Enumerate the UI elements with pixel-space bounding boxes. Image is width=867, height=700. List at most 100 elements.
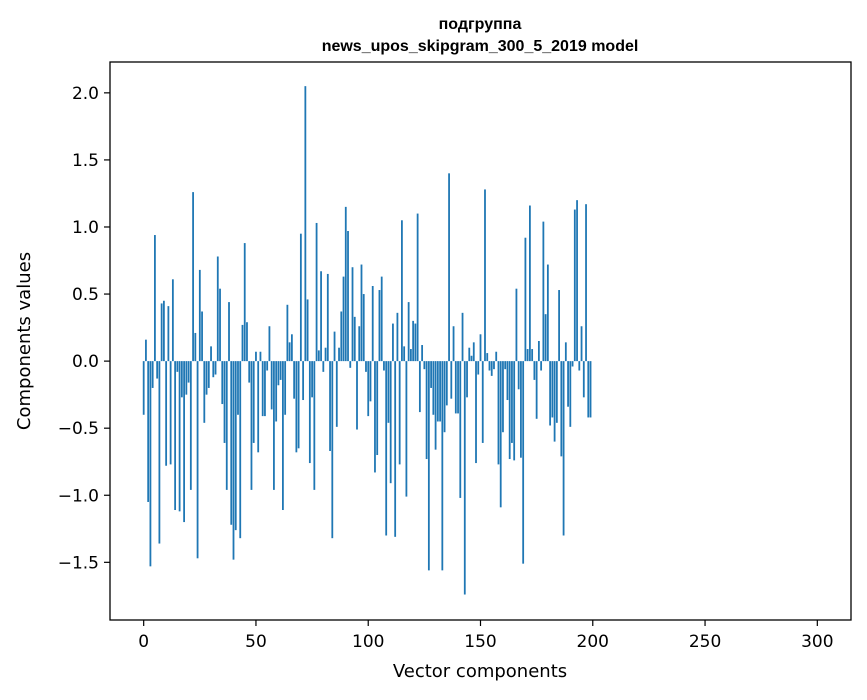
bar-0 bbox=[142, 361, 145, 415]
bar-183 bbox=[553, 361, 556, 442]
bar-34 bbox=[219, 288, 221, 362]
bar-150 bbox=[479, 334, 482, 362]
bar-118 bbox=[407, 302, 410, 362]
bar-61 bbox=[279, 361, 282, 380]
bar-169 bbox=[522, 361, 525, 564]
bar-146 bbox=[470, 355, 473, 362]
bar-173 bbox=[531, 349, 534, 362]
bar-3 bbox=[149, 361, 152, 567]
y-tick-label-2: −0.5 bbox=[58, 419, 99, 439]
bar-196 bbox=[582, 361, 585, 398]
bar-21 bbox=[189, 361, 192, 490]
bar-137 bbox=[450, 361, 453, 399]
bar-163 bbox=[508, 361, 511, 460]
bar-109 bbox=[387, 361, 390, 423]
bar-20 bbox=[187, 361, 190, 383]
bar-186 bbox=[560, 361, 563, 457]
bar-32 bbox=[214, 361, 217, 375]
bar-47 bbox=[248, 361, 251, 383]
bar-83 bbox=[329, 361, 331, 451]
bar-161 bbox=[504, 361, 507, 370]
bar-178 bbox=[542, 221, 545, 362]
bar-124 bbox=[421, 345, 424, 362]
bar-8 bbox=[160, 303, 163, 362]
bar-156 bbox=[493, 361, 495, 370]
x-tick-label-300: 300 bbox=[801, 632, 833, 652]
bar-99 bbox=[365, 361, 367, 372]
bar-4 bbox=[151, 361, 154, 388]
bar-182 bbox=[551, 361, 554, 418]
bar-79 bbox=[320, 271, 322, 362]
bar-76 bbox=[313, 361, 316, 490]
bar-84 bbox=[331, 361, 334, 539]
bar-23 bbox=[194, 332, 197, 362]
bar-155 bbox=[490, 361, 493, 376]
bar-72 bbox=[304, 86, 307, 362]
bar-192 bbox=[573, 209, 576, 362]
bar-26 bbox=[201, 311, 203, 362]
bar-113 bbox=[396, 312, 399, 362]
bar-189 bbox=[567, 361, 569, 407]
bar-62 bbox=[282, 361, 284, 511]
bar-33 bbox=[216, 256, 219, 362]
bar-59 bbox=[275, 361, 278, 422]
bar-195 bbox=[580, 326, 583, 362]
x-tick-label-100: 100 bbox=[352, 632, 384, 652]
y-axis-ticks: −1.5 −1.0 −0.5 0.0 0.5 1.0 1.5 2.0 bbox=[58, 84, 110, 573]
bar-92 bbox=[349, 361, 352, 368]
bar-71 bbox=[302, 361, 305, 401]
x-tick-label-50: 50 bbox=[245, 632, 267, 652]
bar-25 bbox=[198, 269, 201, 362]
bar-64 bbox=[286, 304, 289, 362]
bar-181 bbox=[549, 361, 552, 426]
bar-49 bbox=[252, 361, 255, 443]
bar-11 bbox=[167, 306, 170, 362]
bar-198 bbox=[587, 361, 590, 418]
bar-60 bbox=[277, 361, 280, 386]
bar-94 bbox=[353, 316, 356, 362]
bar-143 bbox=[463, 361, 466, 595]
bar-36 bbox=[223, 361, 226, 443]
bar-57 bbox=[270, 361, 273, 410]
y-tick-label-6: 1.5 bbox=[72, 151, 99, 171]
bar-69 bbox=[297, 361, 300, 449]
bar-132 bbox=[439, 361, 441, 422]
x-tick-label-200: 200 bbox=[577, 632, 609, 652]
bar-164 bbox=[511, 361, 513, 443]
bar-97 bbox=[360, 264, 363, 362]
bar-126 bbox=[425, 361, 428, 460]
bar-180 bbox=[546, 264, 549, 362]
bar-91 bbox=[347, 231, 349, 362]
bar-43 bbox=[239, 361, 242, 539]
bar-45 bbox=[243, 243, 246, 362]
bar-108 bbox=[385, 361, 388, 536]
bar-110 bbox=[389, 361, 392, 484]
bar-39 bbox=[230, 361, 233, 525]
bar-144 bbox=[466, 361, 468, 398]
bar-166 bbox=[515, 288, 518, 362]
bar-117 bbox=[405, 361, 408, 497]
bar-172 bbox=[529, 205, 531, 362]
bar-40 bbox=[232, 361, 235, 560]
bar-119 bbox=[409, 349, 412, 362]
bar-138 bbox=[452, 326, 455, 362]
bar-85 bbox=[333, 331, 336, 362]
bar-7 bbox=[158, 361, 161, 544]
bar-88 bbox=[340, 311, 343, 362]
bar-56 bbox=[268, 326, 271, 362]
bar-52 bbox=[259, 351, 262, 362]
bar-42 bbox=[237, 361, 239, 415]
bar-187 bbox=[562, 361, 565, 536]
bar-142 bbox=[461, 312, 464, 362]
bar-28 bbox=[205, 361, 208, 395]
bar-104 bbox=[376, 361, 379, 456]
bar-131 bbox=[436, 361, 439, 422]
bar-35 bbox=[221, 361, 224, 405]
bar-10 bbox=[165, 361, 168, 466]
bar-106 bbox=[380, 276, 383, 362]
bar-139 bbox=[454, 361, 457, 414]
bar-191 bbox=[571, 361, 574, 367]
bar-162 bbox=[506, 361, 509, 401]
bar-98 bbox=[362, 294, 365, 362]
